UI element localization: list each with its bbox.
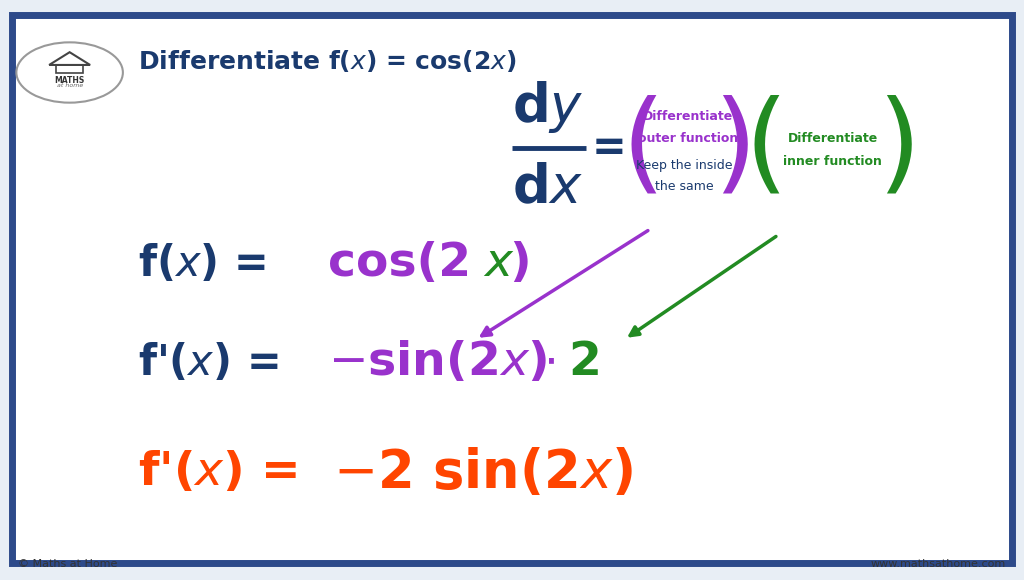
Text: ): )	[509, 241, 530, 287]
Text: © Maths at Home: © Maths at Home	[18, 559, 118, 569]
Text: Differentiate: Differentiate	[787, 132, 878, 144]
Circle shape	[16, 42, 123, 103]
Text: d$\it{y}$: d$\it{y}$	[512, 79, 584, 135]
Text: $\cdot$: $\cdot$	[543, 340, 555, 385]
Text: f'($\it{x}$) =: f'($\it{x}$) =	[138, 450, 298, 495]
Text: d$\it{x}$: d$\it{x}$	[512, 162, 584, 215]
Text: =: =	[592, 127, 627, 169]
FancyArrowPatch shape	[481, 231, 648, 336]
Text: cos(2: cos(2	[328, 241, 471, 287]
Text: Differentiate: Differentiate	[643, 110, 733, 122]
Text: $-$2 sin(2$\it{x}$): $-$2 sin(2$\it{x}$)	[333, 447, 633, 499]
Text: MATHS: MATHS	[54, 75, 85, 85]
Text: at home: at home	[56, 84, 83, 88]
FancyArrowPatch shape	[630, 237, 776, 336]
Text: 2: 2	[568, 340, 601, 385]
Text: (: (	[744, 95, 787, 201]
Text: f'($\it{x}$) =: f'($\it{x}$) =	[138, 342, 279, 383]
Text: $-$sin(2$\it{x}$): $-$sin(2$\it{x}$)	[328, 340, 547, 385]
Text: the same: the same	[654, 180, 714, 193]
Text: www.mathsathome.com: www.mathsathome.com	[870, 559, 1006, 569]
Text: Keep the inside: Keep the inside	[636, 159, 732, 172]
Text: inner function: inner function	[783, 155, 882, 168]
Text: ): )	[878, 95, 921, 201]
Text: Differentiate f($\it{x}$) = cos(2$\it{x}$): Differentiate f($\it{x}$) = cos(2$\it{x}…	[138, 48, 517, 74]
Text: ): )	[714, 95, 757, 201]
Text: outer function: outer function	[638, 132, 738, 144]
Text: f($\it{x}$) =: f($\it{x}$) =	[138, 243, 266, 285]
Text: $\it{x}$: $\it{x}$	[483, 241, 515, 287]
Text: (: (	[622, 95, 665, 201]
